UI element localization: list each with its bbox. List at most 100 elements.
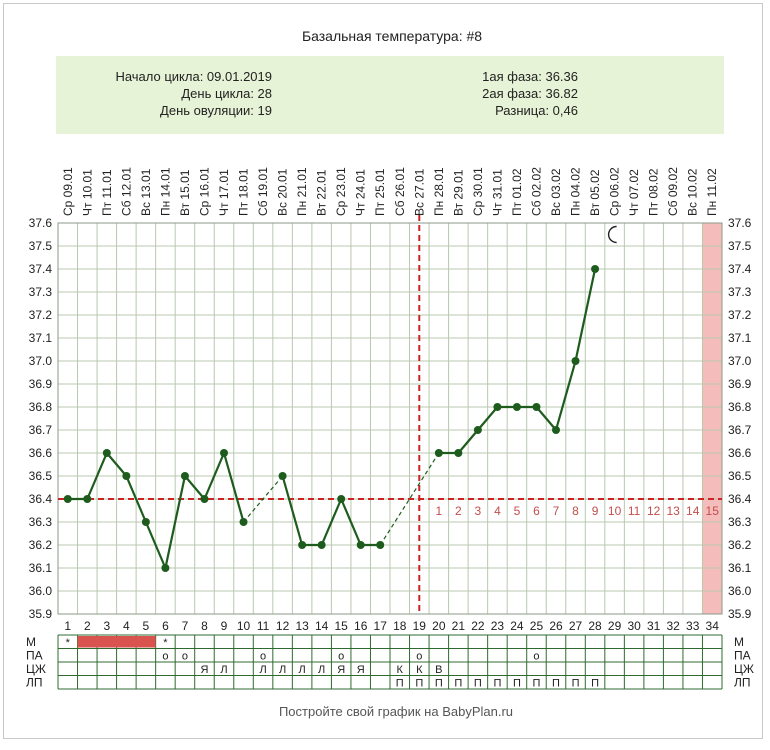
day-number: 7 <box>182 619 189 633</box>
y-tick-left: 36.6 <box>29 446 53 460</box>
lp-mark: П <box>591 678 599 690</box>
phase-day-label: 7 <box>553 504 560 518</box>
phase-day-label: 2 <box>455 504 462 518</box>
y-tick-right: 36.9 <box>728 377 752 391</box>
period-star: * <box>66 637 71 649</box>
lp-mark: П <box>513 678 521 690</box>
data-point <box>180 472 189 480</box>
pa-mark: o <box>533 651 539 663</box>
czh-mark: Л <box>318 664 325 676</box>
day-number: 30 <box>627 619 641 633</box>
y-tick-left: 37.3 <box>29 285 53 299</box>
pa-mark: o <box>416 651 422 663</box>
y-tick-left: 36.0 <box>29 584 53 598</box>
series-segment <box>222 452 245 523</box>
footer-text[interactable]: Постройте свой график на BabyPlan.ru <box>279 704 513 719</box>
data-point <box>454 449 463 457</box>
data-point <box>473 426 482 434</box>
lp-mark: П <box>493 678 501 690</box>
row-label-left: ЛП <box>26 676 43 690</box>
series-segment <box>125 475 147 523</box>
czh-mark: Я <box>200 664 208 676</box>
y-tick-left: 36.9 <box>29 377 53 391</box>
y-tick-left: 37.2 <box>29 308 53 322</box>
phase-day-label: 13 <box>666 504 680 518</box>
bbt-chart: Базальная температура: #8 Начало цикла: … <box>26 28 754 719</box>
date-label: Ср 30.01 <box>471 167 485 216</box>
day-number: 13 <box>295 619 309 633</box>
cycle-start: Начало цикла: 09.01.2019 <box>115 69 272 84</box>
phase-day-label: 8 <box>572 504 579 518</box>
y-tick-right: 37.5 <box>728 239 752 253</box>
day-number: 28 <box>588 619 602 633</box>
day-number: 14 <box>315 619 329 633</box>
date-label: Чт 10.01 <box>80 169 94 216</box>
y-tick-right: 37.2 <box>728 308 752 322</box>
row-label-right: ЛП <box>734 676 751 690</box>
date-label: Вс 10.02 <box>686 168 700 216</box>
data-point <box>493 403 502 411</box>
day-number: 18 <box>393 619 407 633</box>
data-point <box>376 541 385 549</box>
date-label: Пт 08.02 <box>647 168 661 216</box>
phase-day-label: 14 <box>686 504 700 518</box>
phase-day-label: 6 <box>533 504 540 518</box>
y-tick-right: 35.9 <box>728 607 752 621</box>
date-label: Вс 13.01 <box>139 168 153 216</box>
data-point <box>161 564 170 572</box>
pa-mark: o <box>162 651 168 663</box>
data-point <box>63 495 72 503</box>
y-tick-left: 37.0 <box>29 354 53 368</box>
day-number: 33 <box>686 619 700 633</box>
data-point <box>356 541 365 549</box>
date-label: Чт 24.01 <box>354 169 368 216</box>
date-label: Ср 06.02 <box>608 167 622 216</box>
y-tick-left: 36.8 <box>29 400 53 414</box>
date-label: Вт 15.01 <box>178 169 192 216</box>
day-number: 2 <box>84 619 91 633</box>
date-label: Сб 09.02 <box>666 167 680 216</box>
data-point <box>591 265 600 273</box>
czh-mark: Л <box>299 664 306 676</box>
data-point <box>512 403 521 411</box>
y-tick-left: 37.6 <box>29 216 53 230</box>
day-number: 15 <box>334 619 348 633</box>
y-tick-right: 37.3 <box>728 285 752 299</box>
phase2-temp: 2ая фаза: 36.82 <box>482 86 578 101</box>
y-tick-left: 36.2 <box>29 538 53 552</box>
lp-mark: П <box>552 678 560 690</box>
lp-mark: П <box>415 678 423 690</box>
day-number: 20 <box>432 619 446 633</box>
phase-day-label: 15 <box>706 504 720 518</box>
day-number: 24 <box>510 619 524 633</box>
date-label: Ср 23.01 <box>334 167 348 216</box>
day-number: 22 <box>471 619 485 633</box>
y-tick-left: 37.5 <box>29 239 53 253</box>
y-tick-right: 36.2 <box>728 538 752 552</box>
day-number: 23 <box>491 619 505 633</box>
data-point <box>200 495 209 503</box>
date-label: Пн 04.02 <box>569 167 583 216</box>
series-segment <box>184 475 206 500</box>
day-number: 16 <box>354 619 368 633</box>
day-number: 25 <box>530 619 544 633</box>
czh-mark: К <box>397 664 404 676</box>
row-label-right: М <box>734 635 744 649</box>
date-label: Пт 11.01 <box>100 169 114 216</box>
phase-labels: 1 2 3 4 5 6 7 8 9 10 11 12 13 14 15 <box>435 504 719 518</box>
data-point <box>239 518 248 526</box>
pa-mark: o <box>338 651 344 663</box>
y-tick-right: 36.5 <box>728 469 752 483</box>
y-tick-right: 37.4 <box>728 262 752 276</box>
lp-mark: П <box>435 678 443 690</box>
phase-day-label: 12 <box>647 504 661 518</box>
lp-mark: П <box>533 678 541 690</box>
date-label: Пн 14.01 <box>158 167 172 216</box>
data-point <box>532 403 541 411</box>
data-point <box>220 449 228 457</box>
series-gap-segment <box>243 475 284 523</box>
y-tick-right: 36.7 <box>728 423 752 437</box>
series-segment <box>105 452 128 477</box>
series-segment <box>340 498 362 546</box>
y-tick-left: 36.1 <box>29 561 53 575</box>
